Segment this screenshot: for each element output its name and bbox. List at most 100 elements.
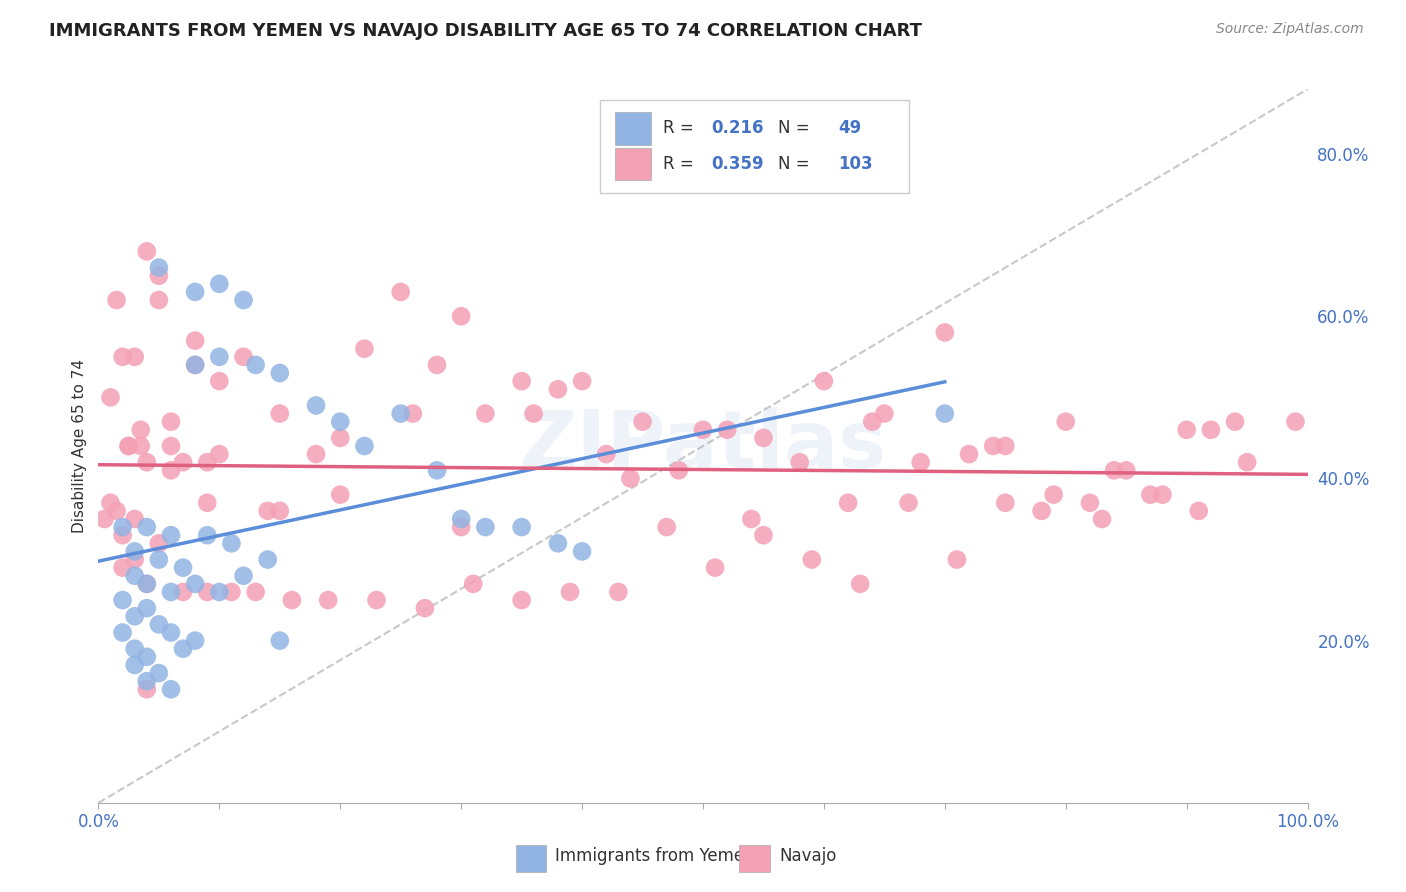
Point (510, 593, 533, 607)
Point (1115, 463, 1137, 477)
Point (184, 633, 207, 648)
Point (547, 536, 569, 550)
Point (329, 415, 352, 429)
Text: N =: N = (778, 120, 810, 137)
Point (256, 552, 278, 566)
Text: 103: 103 (838, 155, 873, 173)
Point (353, 342, 375, 356)
Point (269, 633, 291, 648)
FancyBboxPatch shape (600, 100, 908, 193)
Point (1236, 455, 1258, 469)
Point (1054, 415, 1077, 429)
Point (510, 374, 533, 388)
Point (105, 504, 128, 518)
Point (571, 374, 593, 388)
Point (837, 496, 859, 510)
Point (208, 374, 231, 388)
Bar (614, 148, 651, 180)
Point (245, 358, 267, 372)
Point (619, 471, 641, 485)
Point (631, 415, 654, 429)
Point (269, 407, 291, 421)
Point (118, 439, 141, 453)
Point (148, 617, 170, 632)
Point (426, 358, 449, 372)
Point (148, 293, 170, 307)
Point (329, 431, 352, 445)
Point (1223, 415, 1246, 429)
Point (148, 552, 170, 566)
Point (558, 585, 581, 599)
Point (111, 625, 134, 640)
Point (329, 488, 352, 502)
Point (111, 593, 134, 607)
Text: Source: ZipAtlas.com: Source: ZipAtlas.com (1216, 22, 1364, 37)
Point (208, 447, 231, 461)
Bar (614, 112, 651, 145)
Point (124, 350, 146, 364)
Point (221, 585, 243, 599)
Point (135, 601, 157, 615)
Point (692, 423, 714, 437)
Point (402, 407, 425, 421)
Point (100, 390, 122, 404)
Point (716, 423, 738, 437)
Point (450, 310, 472, 324)
Point (389, 407, 412, 421)
Text: Navajo: Navajo (779, 847, 837, 865)
Point (1284, 415, 1306, 429)
Point (668, 463, 690, 477)
Point (523, 407, 546, 421)
Point (740, 512, 762, 526)
Point (413, 601, 436, 615)
Text: 0.359: 0.359 (711, 155, 763, 173)
Point (946, 552, 969, 566)
Point (934, 326, 956, 340)
Text: 0.216: 0.216 (711, 120, 763, 137)
Text: ZIPatlas: ZIPatlas (519, 407, 887, 485)
Point (124, 544, 146, 558)
Point (269, 504, 291, 518)
Point (135, 674, 157, 689)
Point (208, 585, 231, 599)
Point (124, 552, 146, 566)
Text: R =: R = (664, 120, 693, 137)
Point (1175, 423, 1198, 437)
Point (934, 407, 956, 421)
Point (897, 496, 920, 510)
Text: 49: 49 (838, 120, 862, 137)
Point (221, 536, 243, 550)
Y-axis label: Disability Age 65 to 74: Disability Age 65 to 74 (72, 359, 87, 533)
Point (789, 455, 811, 469)
Point (510, 520, 533, 534)
Point (752, 528, 775, 542)
Point (704, 560, 727, 574)
Point (184, 334, 207, 348)
Point (172, 585, 194, 599)
Point (148, 536, 170, 550)
Point (1042, 488, 1064, 502)
Point (172, 641, 194, 656)
Point (105, 293, 128, 307)
Point (1152, 488, 1174, 502)
Point (124, 641, 146, 656)
Point (305, 447, 328, 461)
Point (160, 415, 183, 429)
Point (426, 463, 449, 477)
Point (195, 585, 218, 599)
Point (111, 520, 134, 534)
Bar (516, 845, 546, 872)
Point (195, 455, 218, 469)
Point (208, 277, 231, 291)
Point (129, 439, 152, 453)
Point (860, 415, 883, 429)
Point (118, 439, 141, 453)
Point (1102, 463, 1125, 477)
Point (124, 568, 146, 582)
Point (172, 560, 194, 574)
Point (172, 455, 194, 469)
Point (474, 407, 496, 421)
Point (910, 455, 932, 469)
Point (245, 585, 267, 599)
Point (463, 577, 485, 591)
